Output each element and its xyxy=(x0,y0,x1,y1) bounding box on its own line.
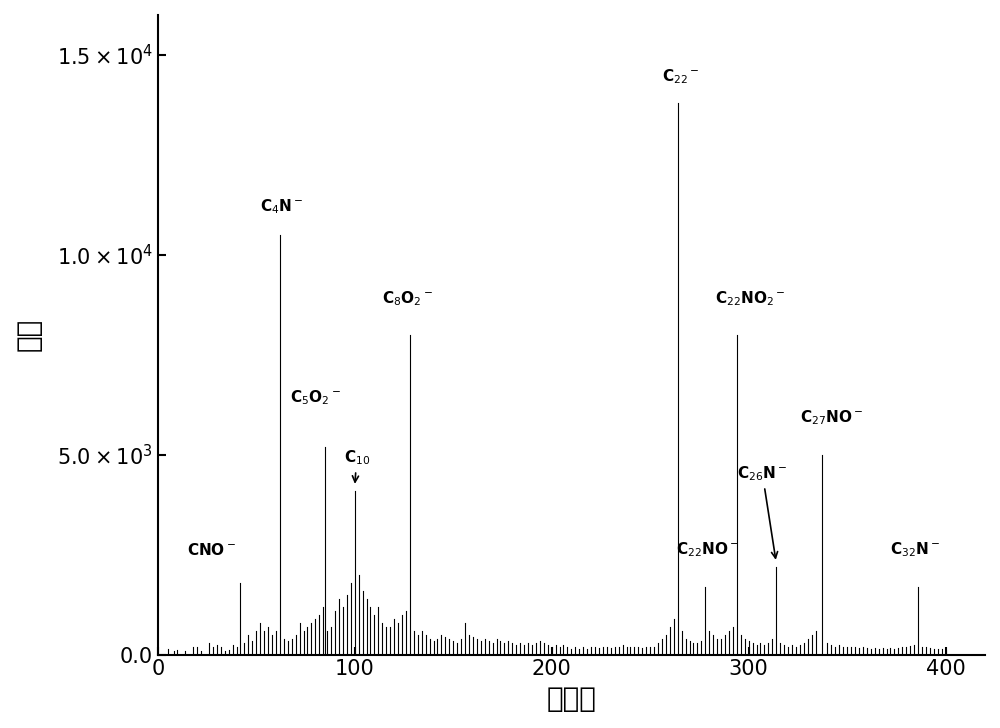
Text: C$_{22}$NO$^-$: C$_{22}$NO$^-$ xyxy=(676,541,739,559)
Text: C$_{32}$N$^-$: C$_{32}$N$^-$ xyxy=(890,541,941,559)
Text: C$_{27}$NO$^-$: C$_{27}$NO$^-$ xyxy=(800,408,863,427)
Text: C$_{22}$$^-$: C$_{22}$$^-$ xyxy=(662,67,699,86)
X-axis label: 质荷比: 质荷比 xyxy=(546,685,596,713)
Text: CNO$^-$: CNO$^-$ xyxy=(187,542,236,558)
Text: C$_4$N$^-$: C$_4$N$^-$ xyxy=(260,197,304,215)
Text: C$_{10}$: C$_{10}$ xyxy=(344,448,370,482)
Text: C$_8$O$_2$$^-$: C$_8$O$_2$$^-$ xyxy=(382,289,433,307)
Y-axis label: 強度: 強度 xyxy=(15,318,43,352)
Text: C$_5$O$_2$$^-$: C$_5$O$_2$$^-$ xyxy=(290,389,341,408)
Text: C$_{26}$N$^-$: C$_{26}$N$^-$ xyxy=(737,464,788,558)
Text: C$_{22}$NO$_2$$^-$: C$_{22}$NO$_2$$^-$ xyxy=(715,289,786,307)
